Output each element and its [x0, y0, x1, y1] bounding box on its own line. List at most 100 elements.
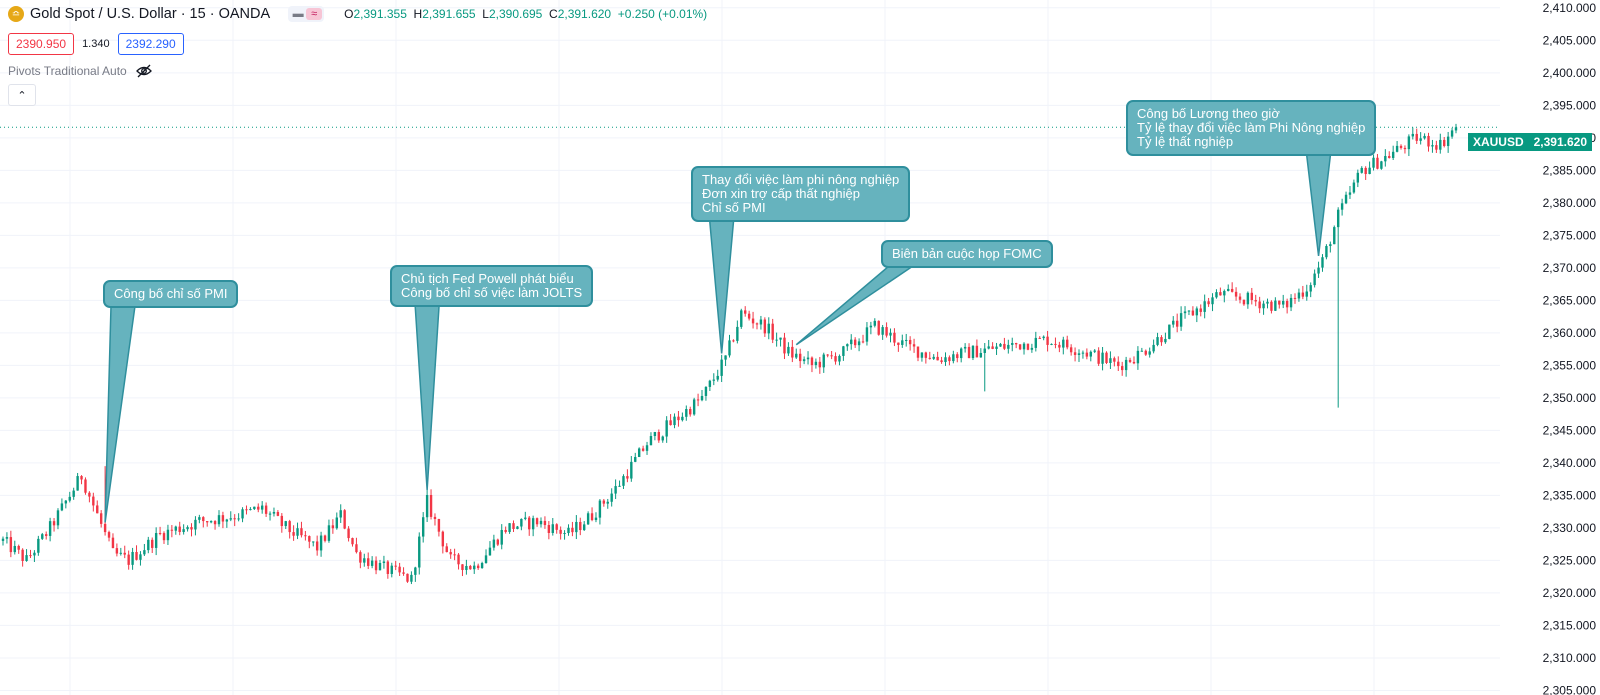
candle-body [1140, 350, 1144, 352]
candle-body [1160, 337, 1163, 343]
candle-body [300, 528, 303, 536]
candle-body [865, 327, 869, 342]
candle-body [241, 509, 244, 519]
candle-body [1105, 352, 1108, 363]
candle-body [312, 541, 315, 543]
buy-button[interactable]: 2392.290 [117, 33, 184, 55]
candle-body [5, 537, 9, 539]
candle-body [771, 323, 774, 340]
collapse-legend-button[interactable]: ⌃ [8, 84, 36, 106]
candle-body [861, 341, 865, 343]
candle-body [96, 505, 99, 514]
candle-body [154, 532, 158, 548]
candle-body [190, 527, 193, 530]
candle-body [1128, 359, 1132, 362]
candle-body [135, 551, 138, 560]
candle-body [1364, 167, 1367, 175]
candle-body [1391, 151, 1395, 158]
candle-body [539, 520, 543, 525]
candle-body [233, 518, 236, 520]
candle-body [351, 538, 354, 545]
candle-body [579, 521, 582, 531]
candle-body [1034, 337, 1038, 348]
candle-body [1446, 136, 1450, 147]
annotation-callout-wages[interactable]: Công bố Lương theo giờ Tỷ lệ thay đổi vi… [1126, 100, 1377, 156]
candle-body [355, 544, 358, 553]
candle-body [1227, 288, 1230, 291]
annotation-callout-fomc[interactable]: Biên bản cuộc họp FOMC [881, 240, 1053, 268]
indicator-label[interactable]: Pivots Traditional Auto [8, 64, 127, 78]
candle-body [920, 352, 924, 358]
candle-body [696, 399, 700, 401]
candle-body [551, 524, 554, 533]
callout-line: Tỷ lệ thất nghiệp [1137, 134, 1234, 149]
candle-body [1156, 337, 1159, 345]
candle-body [276, 511, 280, 516]
candle-body [763, 319, 767, 334]
chart-type-toggle[interactable]: ▬ ≈ [288, 6, 325, 22]
candle-body [229, 518, 232, 520]
candle-body [810, 357, 814, 366]
candle-body [406, 573, 409, 582]
callout-line: Công bố Lương theo giờ [1137, 106, 1280, 121]
dash-icon[interactable]: ▬ [292, 8, 304, 20]
candle-body [473, 565, 476, 570]
candle-body [889, 332, 892, 336]
candle-body [1003, 343, 1006, 349]
sell-button[interactable]: 2390.950 [8, 33, 75, 55]
candle-body [1179, 313, 1183, 327]
candle-body [60, 503, 64, 511]
candle-body [893, 332, 896, 343]
candle-body [728, 340, 731, 356]
price-tick-label: 2,345.000 [1543, 423, 1597, 437]
candle-body [504, 529, 507, 532]
quote-bar: 2390.950 1.340 2392.290 [8, 33, 184, 55]
candle-body [410, 574, 413, 582]
candle-body [1113, 358, 1116, 362]
candle-body [1321, 257, 1324, 268]
candle-body [1368, 167, 1371, 175]
price-tick-label: 2,305.000 [1543, 683, 1597, 695]
price-tick-label: 2,320.000 [1543, 586, 1597, 600]
candle-body [547, 525, 551, 533]
candle-body [111, 537, 115, 549]
wave-icon[interactable]: ≈ [306, 8, 323, 20]
candle-body [818, 361, 822, 368]
candle-body [1431, 145, 1434, 147]
candle-body [48, 521, 52, 536]
annotation-callout-pmi[interactable]: Công bố chỉ số PMI [103, 280, 239, 308]
candle-body [308, 536, 311, 542]
close-key: C [549, 7, 558, 21]
candle-body [842, 346, 845, 356]
candle-body [382, 561, 386, 563]
candle-body [80, 476, 83, 480]
annotation-callout-nfp[interactable]: Thay đổi việc làm phi nông nghiệp Đơn xi… [691, 166, 911, 222]
candle-body [1419, 138, 1422, 141]
candle-body [606, 501, 609, 504]
candle-body [1097, 350, 1100, 364]
candle-body [677, 416, 680, 421]
candle-body [429, 495, 433, 517]
candle-body [484, 555, 488, 564]
candle-body [736, 326, 739, 341]
candle-body [1038, 337, 1041, 339]
candle-body [665, 420, 668, 437]
candle-body [999, 343, 1002, 347]
candle-body [421, 517, 425, 537]
candle-body [751, 318, 755, 324]
candle-body [661, 436, 664, 441]
candle-body [437, 519, 441, 532]
high-value: 2,391.655 [422, 7, 476, 21]
candle-body [897, 342, 900, 345]
candle-body [759, 319, 763, 325]
symbol-title[interactable]: Gold Spot / U.S. Dollar · 15 · OANDA [30, 6, 271, 22]
candle-body [673, 416, 676, 426]
eye-hidden-icon[interactable] [135, 64, 153, 78]
candle-body [1187, 310, 1191, 312]
candle-body [1439, 139, 1442, 150]
candle-body [1014, 343, 1018, 345]
candle-body [390, 565, 393, 574]
annotation-callout-powell[interactable]: Chủ tịch Fed Powell phát biểu Công bố ch… [390, 265, 594, 307]
candle-body [280, 515, 284, 527]
